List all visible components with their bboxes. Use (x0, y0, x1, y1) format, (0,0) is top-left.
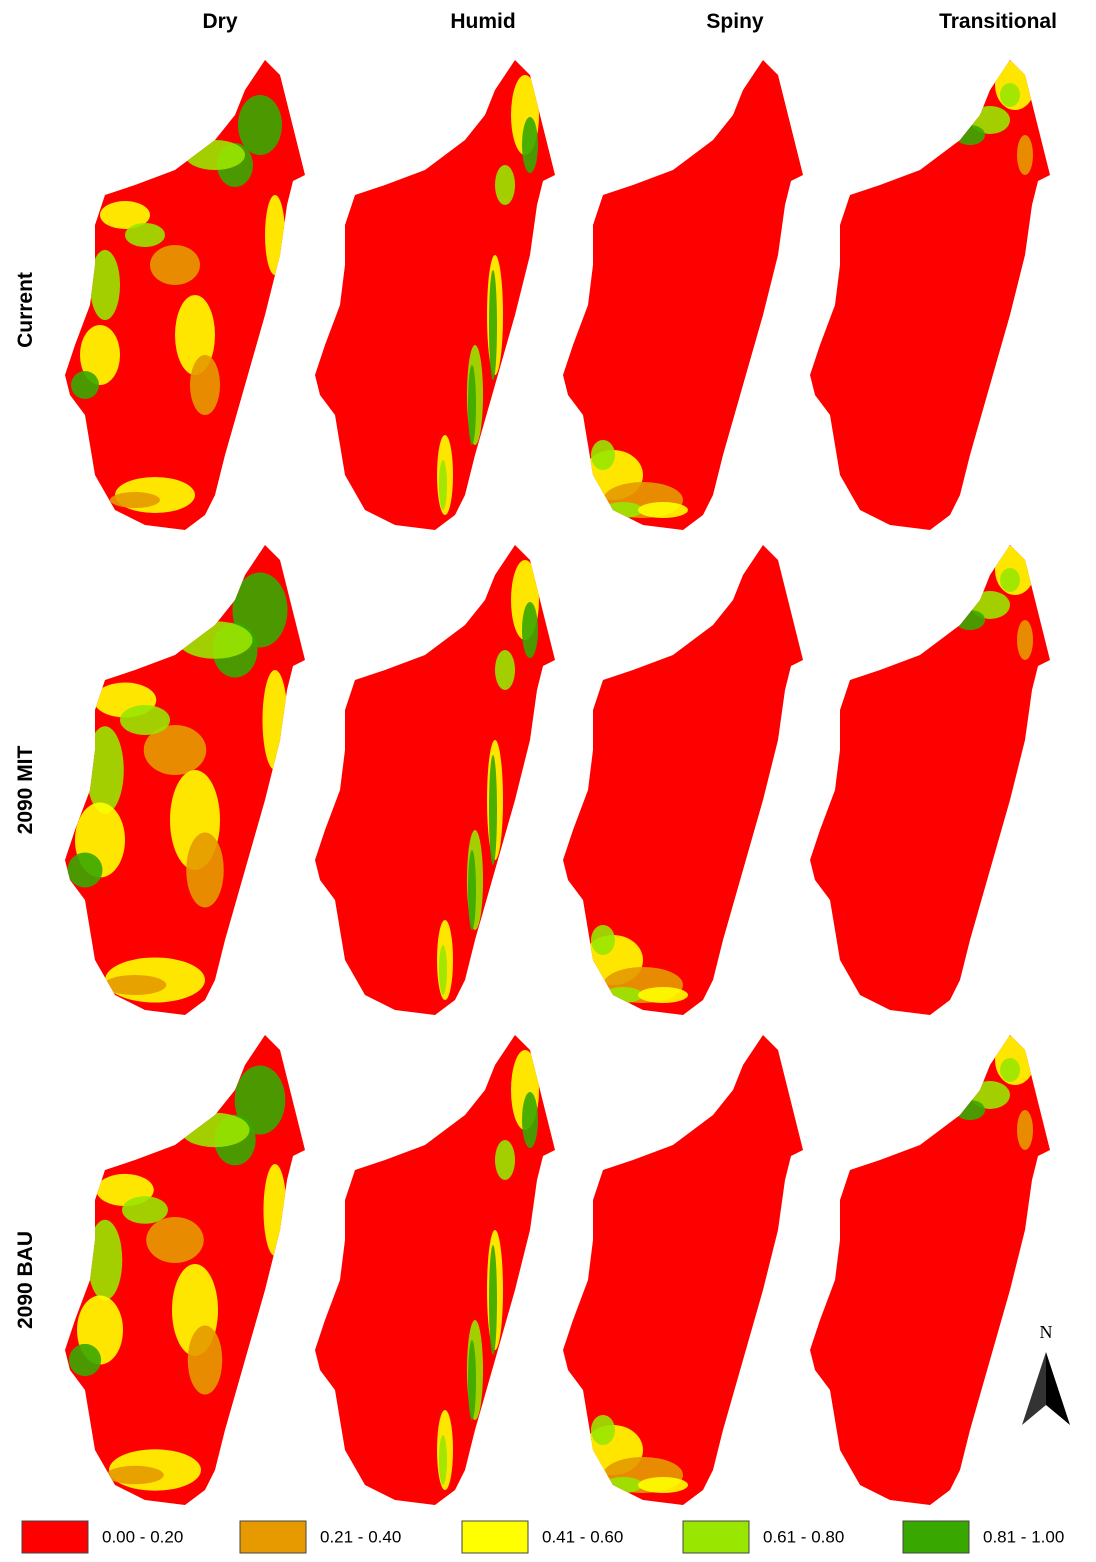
suitability-patch (106, 1466, 164, 1484)
figure: N Dry Humid Spiny Transitional Current 2090 M… (0, 0, 1096, 1557)
suitability-patch (265, 195, 285, 275)
suitability-patch (638, 1477, 688, 1493)
map-panel (315, 1035, 555, 1505)
suitability-patch (150, 245, 200, 285)
column-header: Humid (450, 10, 515, 33)
page: {"columns": ["Dry", "Humid", "Spiny", "T… (0, 0, 1096, 1557)
north-arrow: N (1022, 1322, 1070, 1425)
suitability-patch (1000, 83, 1020, 107)
suitability-patch (110, 492, 160, 508)
suitability-patch (955, 125, 985, 145)
suitability-patch (489, 755, 497, 865)
suitability-patch (1017, 1110, 1033, 1150)
arrow-left (1022, 1352, 1046, 1425)
suitability-patch (125, 223, 165, 247)
suitability-patch (495, 1140, 515, 1180)
suitability-patch (120, 705, 170, 735)
legend-swatch (903, 1521, 969, 1553)
suitability-patch (181, 1113, 250, 1148)
suitability-patch (591, 1415, 615, 1445)
arrow-right (1046, 1352, 1070, 1425)
map-panel (563, 60, 803, 530)
suitability-patch (69, 1344, 101, 1376)
suitability-patch (591, 925, 615, 955)
suitability-patch (439, 1435, 447, 1485)
suitability-patch (104, 975, 167, 995)
suitability-patch (188, 1326, 223, 1395)
suitability-patch (489, 270, 497, 380)
island (810, 60, 1050, 530)
suitability-patch (88, 1220, 123, 1301)
suitability-patch (146, 1217, 204, 1263)
suitability-patch (122, 1196, 168, 1224)
suitability-patch (86, 726, 124, 814)
suitability-patch (468, 1340, 476, 1420)
suitability-patch (522, 602, 538, 658)
map-panel (65, 1035, 305, 1505)
legend-swatch (683, 1521, 749, 1553)
suitability-patch (638, 987, 688, 1003)
legend-label: 0.41 - 0.60 (542, 1527, 623, 1546)
legend-swatch (240, 1521, 306, 1553)
legend-label: 0.00 - 0.20 (102, 1527, 183, 1546)
island (810, 1035, 1050, 1505)
suitability-patch (185, 140, 245, 170)
island (810, 545, 1050, 1015)
legend-label: 0.81 - 1.00 (983, 1527, 1064, 1546)
suitability-patch (71, 371, 99, 399)
suitability-patch (591, 440, 615, 470)
suitability-patch (495, 165, 515, 205)
suitability-patch (264, 1164, 287, 1256)
column-header: Spiny (706, 10, 763, 33)
suitability-patch (495, 650, 515, 690)
suitability-patch (522, 1092, 538, 1148)
suitability-patch (1000, 568, 1020, 592)
row-label: 2090 BAU (14, 1231, 37, 1329)
legend-label: 0.21 - 0.40 (320, 1527, 401, 1546)
map-panel (65, 545, 305, 1015)
suitability-patch (178, 621, 253, 659)
legend-swatch (22, 1521, 88, 1553)
suitability-patch (1000, 1058, 1020, 1082)
suitability-patch (1017, 135, 1033, 175)
suitability-patch (603, 502, 643, 518)
suitability-patch (468, 365, 476, 445)
map-panel (810, 60, 1050, 530)
suitability-patch (638, 502, 688, 518)
suitability-patch (955, 1100, 985, 1120)
map-panel (563, 1035, 803, 1505)
map-panel (315, 60, 555, 530)
suitability-patch (90, 250, 120, 320)
suitability-patch (68, 853, 103, 888)
suitability-patch (489, 1245, 497, 1355)
row-label: 2090 MIT (14, 745, 37, 834)
column-header: Transitional (939, 10, 1057, 33)
legend-swatch (462, 1521, 528, 1553)
map-panel (810, 545, 1050, 1015)
suitability-patch (468, 850, 476, 930)
suitability-patch (1017, 620, 1033, 660)
north-label: N (1040, 1322, 1053, 1342)
suitability-patch (439, 945, 447, 995)
map-panel (563, 545, 803, 1015)
map-panel (810, 1035, 1050, 1505)
suitability-patch (522, 117, 538, 173)
suitability-patch (603, 1477, 643, 1493)
legend-label: 0.61 - 0.80 (763, 1527, 844, 1546)
suitability-patch (603, 987, 643, 1003)
column-header: Dry (202, 10, 237, 33)
suitability-patch (955, 610, 985, 630)
suitability-patch (190, 355, 220, 415)
suitability-patch (439, 460, 447, 510)
row-label: Current (14, 272, 37, 348)
suitability-patch (186, 833, 224, 908)
suitability-patch (263, 670, 288, 770)
map-panel (65, 60, 305, 530)
map-panel (315, 545, 555, 1015)
suitability-patch (238, 95, 282, 155)
